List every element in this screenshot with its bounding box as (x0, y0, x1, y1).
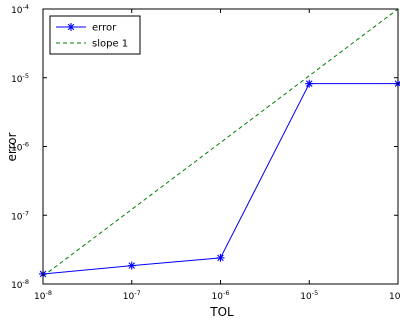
legend-entry: slope 1 (56, 39, 128, 50)
y-tick-label: 10-4 (11, 3, 29, 16)
y-tick-label: 10-7 (11, 209, 29, 222)
x-tick-label: 10-8 (34, 289, 52, 302)
x-tick-label: 10-5 (300, 289, 318, 302)
x-tick-label: 10-7 (123, 289, 141, 302)
y-axis-label: error (5, 132, 19, 161)
y-axis-ticks: 10-8 10-7 10-6 10-5 10-4 (11, 3, 398, 291)
y-tick-label: 10-5 (11, 72, 29, 85)
data-point-marker (305, 79, 314, 88)
data-point-marker (127, 261, 136, 270)
legend-marker-sample (67, 23, 75, 31)
y-tick-label: 10-8 (11, 278, 29, 291)
x-axis-ticks: 10-8 10-7 10-6 10-5 10-4 (34, 9, 400, 302)
x-axis-label: TOL (209, 305, 234, 319)
data-point-marker (216, 253, 225, 262)
legend-label: error (92, 23, 117, 34)
legend-entry: error (56, 23, 117, 34)
legend: error slope 1 (49, 15, 141, 55)
x-tick-label: 10-4 (389, 289, 400, 302)
legend-label: slope 1 (92, 39, 128, 50)
y-tick-label: 10-6 (11, 141, 29, 154)
legend-box (49, 15, 141, 55)
x-tick-label: 10-6 (212, 289, 230, 302)
